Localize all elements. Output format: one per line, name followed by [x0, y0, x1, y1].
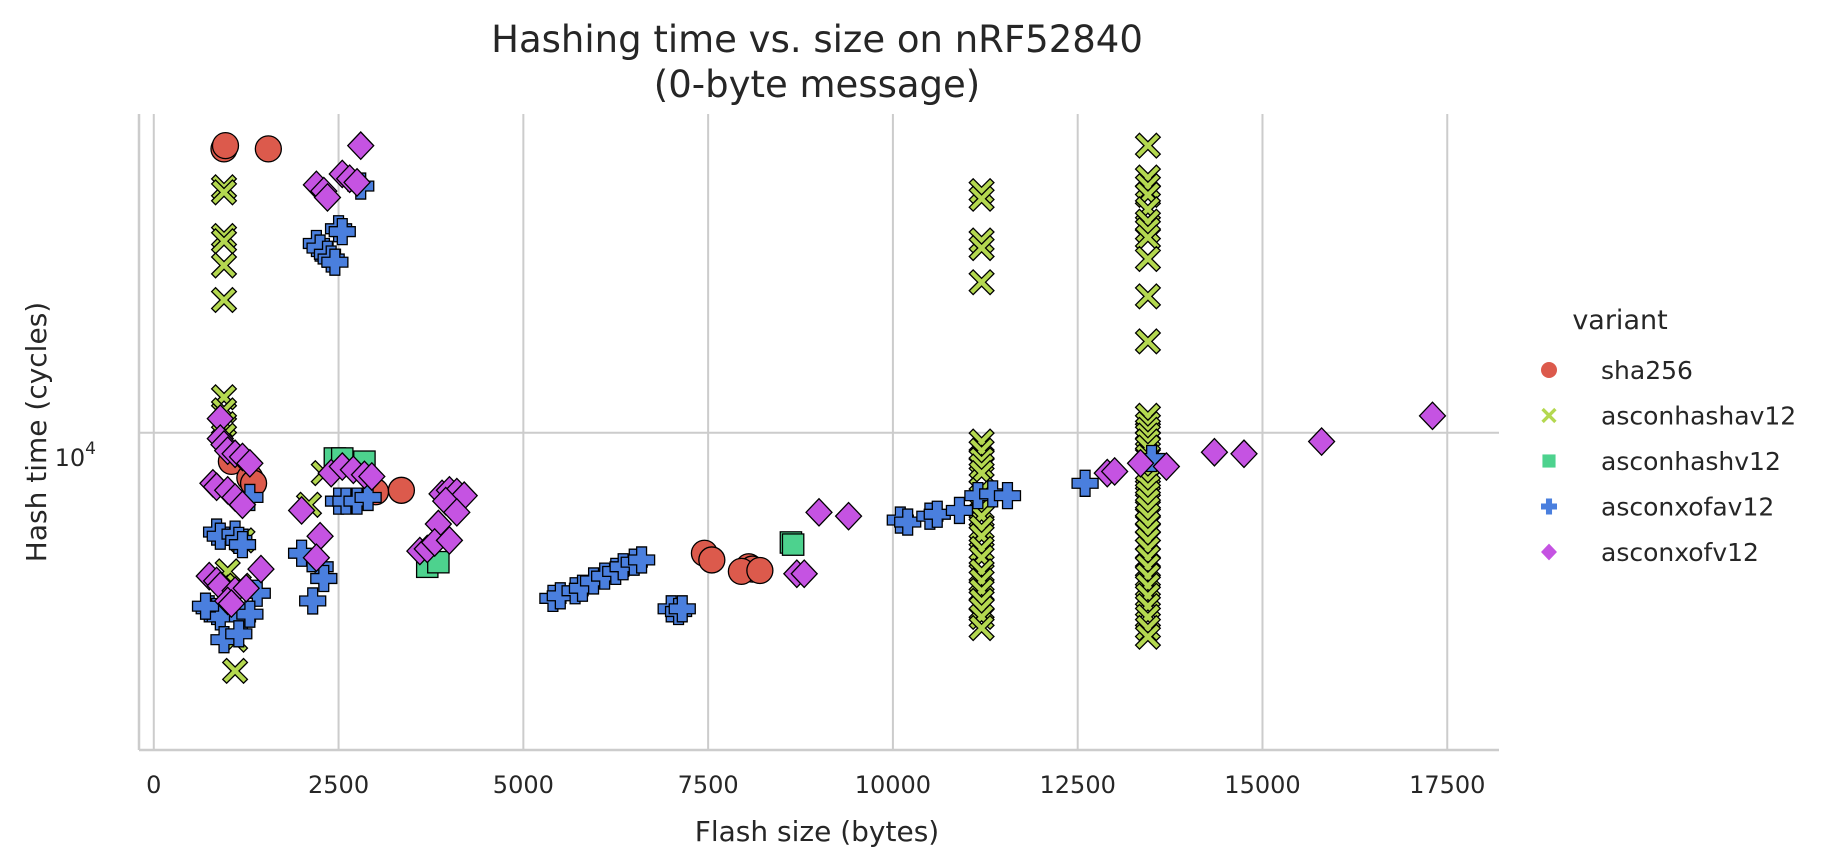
legend-marker-sha256 — [1541, 362, 1557, 378]
y-tick-label: 104 — [55, 439, 96, 472]
asconxofv12-point — [287, 495, 316, 526]
x-tick-label: 2500 — [308, 771, 369, 799]
asconxofv12-point — [1100, 456, 1129, 487]
legend-marker-asconhashav12 — [1541, 407, 1557, 424]
x-tick-label: 7500 — [678, 771, 739, 799]
asconxofav12-point — [979, 480, 1007, 508]
asconxofv12-point — [302, 543, 331, 573]
data-points — [191, 131, 1447, 685]
asconxofv12-point — [232, 573, 261, 603]
asconhashav12-point — [968, 614, 995, 642]
asconhashav12-point — [210, 179, 238, 206]
asconxofv12-point — [834, 501, 863, 531]
sha256-point — [746, 556, 774, 585]
asconxofv12-point — [313, 182, 342, 213]
asconxofav12-point — [993, 482, 1022, 510]
series-asconxofv12 — [195, 131, 1447, 619]
x-tick-label: 0 — [146, 771, 161, 799]
asconhashav12-point — [221, 657, 249, 685]
legend-title: variant — [1572, 305, 1667, 336]
legend-marker-asconxofav12 — [1541, 498, 1557, 515]
asconxofav12-point — [945, 496, 974, 525]
asconxofav12-point — [225, 620, 253, 648]
asconhashav12-point — [210, 227, 238, 255]
x-tick-label: 17500 — [1409, 771, 1485, 799]
axes — [137, 114, 1499, 752]
asconhashv12-point — [781, 533, 805, 556]
legend-label-asconxofav12: asconxofav12 — [1601, 493, 1774, 522]
asconhashav12-point — [968, 268, 995, 296]
asconxofav12-point — [627, 546, 656, 574]
legend-label-asconxofv12: asconxofv12 — [1601, 538, 1759, 567]
y-axis-label: Hash time (cycles) — [20, 302, 53, 562]
legend-label-asconhashav12: asconhashav12 — [1601, 402, 1796, 431]
asconxofv12-point — [346, 131, 375, 161]
legend-items: sha256 asconhashav12 asconhashv12 asconxofa… — [1541, 356, 1796, 567]
asconxofv12-point — [343, 167, 371, 197]
legend-marker-asconhashv12 — [1542, 454, 1556, 468]
asconhashav12-point — [210, 286, 238, 314]
series-sha256 — [210, 131, 774, 586]
asconxofav12-point — [328, 217, 356, 246]
sha256-point — [254, 135, 282, 163]
asconxofv12-point — [1152, 451, 1181, 482]
asconxofv12-point — [1200, 437, 1229, 467]
asconhashav12-point — [1134, 623, 1162, 651]
asconxofav12-point — [668, 595, 696, 623]
chart-title-line-1: Hashing time vs. size on nRF52840 — [491, 18, 1143, 61]
asconhashav12-point — [1134, 245, 1162, 273]
asconxofv12-point — [236, 448, 264, 478]
y-tick-label-exponent: 4 — [85, 439, 96, 459]
x-tick-labels: 0 2500 5000 7500 10000 12500 15000 17500 — [146, 771, 1485, 799]
asconxofav12-point — [228, 530, 257, 559]
sha256-point — [211, 131, 240, 160]
asconhashav12-point — [1134, 283, 1162, 310]
asconxofav12-point — [321, 248, 349, 276]
x-tick-label: 12500 — [1040, 771, 1116, 799]
grid-lines — [139, 114, 1499, 750]
sha256-point — [387, 476, 416, 504]
asconxofv12-point — [228, 490, 257, 520]
asconxofv12-point — [435, 525, 464, 555]
asconxofav12-point — [191, 592, 220, 620]
asconxofv12-point — [306, 521, 334, 551]
asconxofav12-point — [1071, 469, 1099, 497]
asconxofv12-point — [1230, 439, 1258, 469]
asconxofav12-point — [299, 587, 327, 615]
asconhashav12-point — [1134, 328, 1162, 355]
asconxofav12-point — [923, 500, 951, 528]
asconxofav12-point — [894, 508, 922, 536]
asconxofv12-point — [1126, 448, 1155, 478]
asconxofv12-point — [1418, 401, 1447, 431]
legend: variant sha256 asconhashav12 asconhashv12 a… — [1541, 305, 1796, 567]
asconhashav12-point — [968, 459, 995, 487]
x-tick-label: 5000 — [493, 771, 554, 799]
asconxofav12-point — [310, 564, 338, 593]
asconhashav12-point — [1134, 224, 1162, 251]
x-axis-label: Flash size (bytes) — [695, 815, 939, 848]
asconxofv12-point — [357, 461, 386, 492]
asconxofv12-point — [790, 559, 819, 589]
legend-marker-asconxofv12 — [1541, 543, 1557, 561]
sha256-point — [698, 546, 726, 574]
asconhashav12-point — [968, 234, 995, 262]
x-tick-label: 10000 — [855, 771, 931, 799]
asconxofav12-point — [354, 483, 382, 512]
legend-label-sha256: sha256 — [1601, 356, 1693, 385]
asconxofv12-point — [442, 497, 471, 527]
x-tick-label: 15000 — [1224, 771, 1300, 799]
series-asconhashv12 — [323, 447, 805, 579]
y-tick-label-base: 10 — [55, 444, 86, 472]
asconxofv12-point — [247, 554, 275, 584]
asconhashav12-point — [210, 252, 238, 279]
asconxofv12-point — [217, 588, 246, 619]
asconhashav12-point — [1134, 132, 1162, 159]
asconxofv12-point — [1307, 426, 1336, 457]
asconxofv12-point — [805, 497, 833, 527]
legend-label-asconhashv12: asconhashv12 — [1601, 447, 1781, 476]
y-tick-labels: 104 — [55, 439, 96, 472]
asconhashav12-point — [968, 185, 995, 213]
chart-title-line-2: (0-byte message) — [654, 63, 980, 106]
